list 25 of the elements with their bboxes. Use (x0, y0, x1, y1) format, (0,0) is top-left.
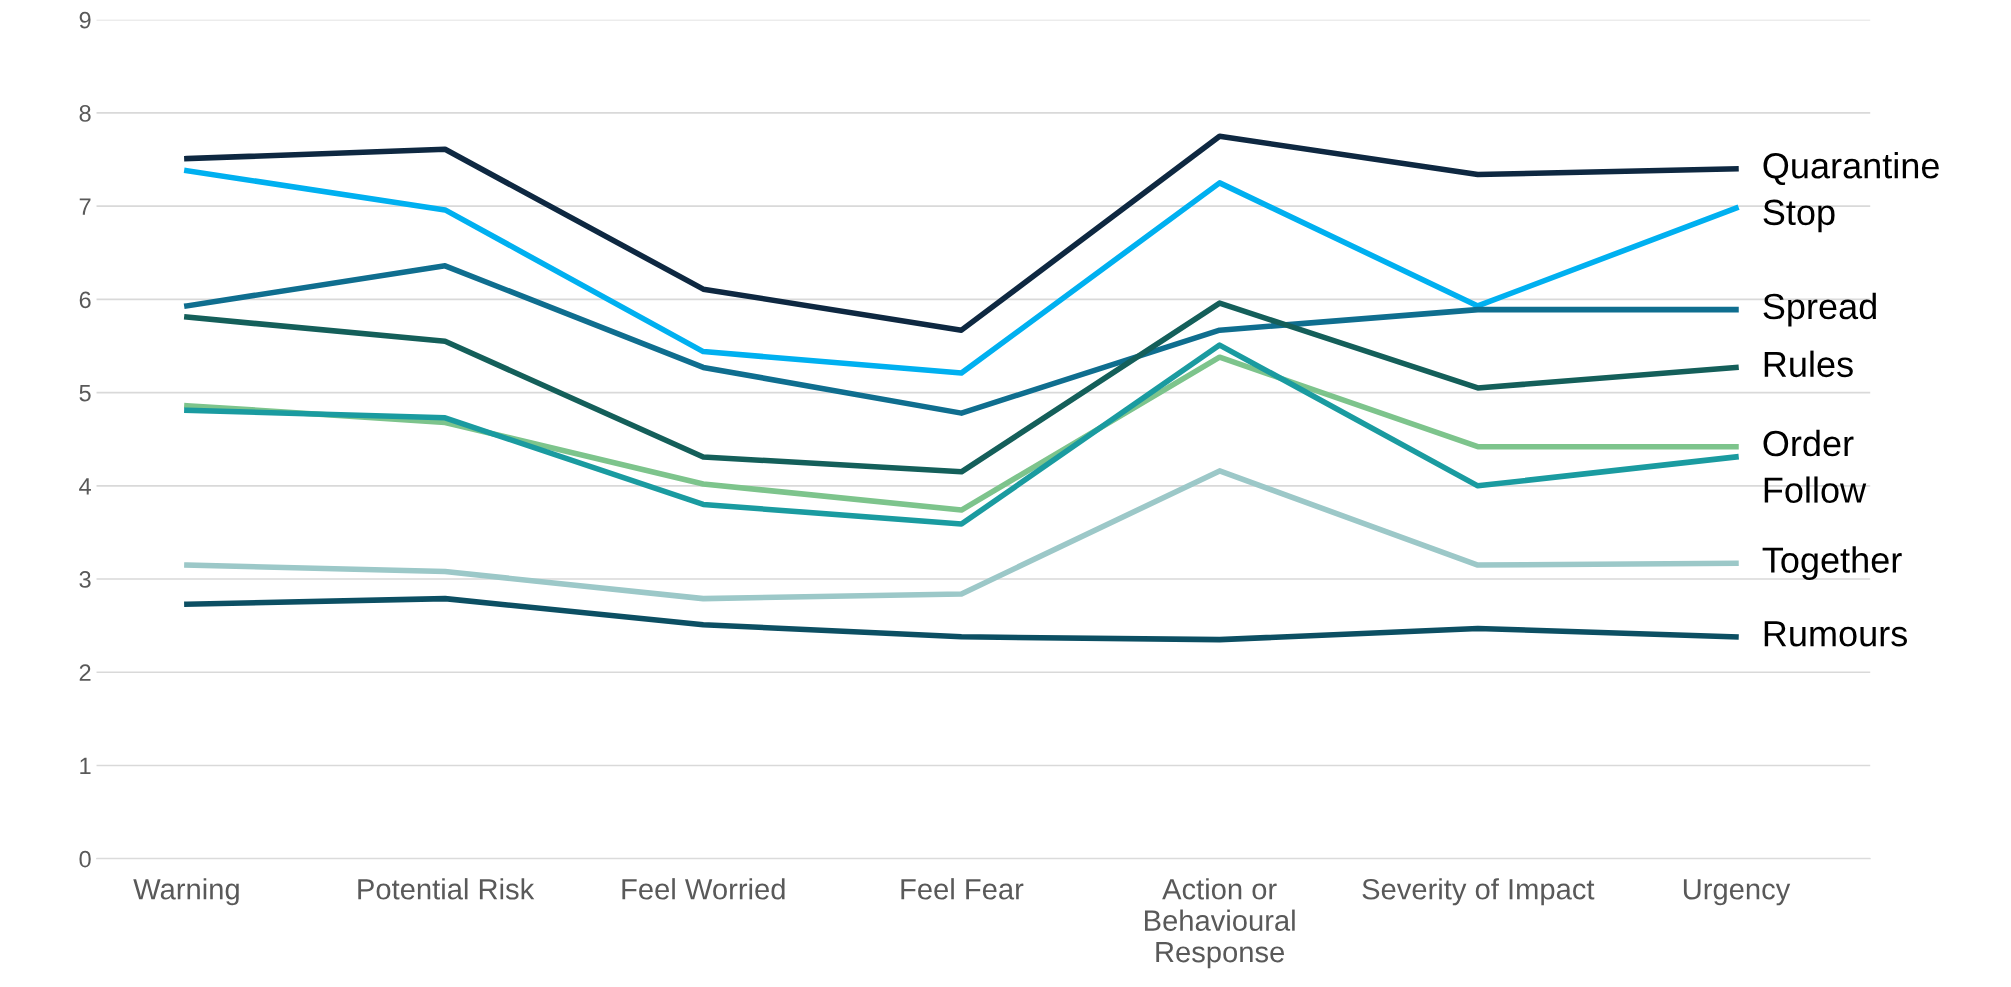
y-tick-label: 3 (79, 571, 91, 588)
x-tick-label: Potential Risk (358, 878, 535, 900)
series-label: Rules (1764, 350, 1853, 378)
x-tick-label: Urgency (1683, 879, 1791, 906)
y-tick-label: 8 (79, 105, 91, 122)
x-tick-label: Feel Fear (901, 878, 1024, 900)
y-tick-label: 0 (79, 850, 91, 868)
series-label: Spread (1763, 292, 1876, 327)
series-label: Order (1763, 429, 1854, 457)
y-tick-label: 1 (80, 757, 91, 775)
series-label: Follow (1764, 476, 1867, 503)
y-tick-label: 6 (79, 291, 91, 309)
series-label: Quarantine (1763, 152, 1939, 186)
x-tick-label: Feel Worried (622, 878, 785, 900)
series-label: Stop (1763, 199, 1835, 233)
x-tick-label: Warning (133, 878, 239, 906)
y-tick-label: 7 (79, 198, 91, 215)
y-tick-label: 5 (79, 384, 91, 402)
x-tick-label: Severity of Impact (1362, 878, 1595, 906)
series-label: Together (1762, 546, 1902, 581)
series-label: Rumours (1764, 621, 1907, 647)
y-tick-label: 4 (79, 478, 91, 495)
y-tick-label: 9 (79, 11, 91, 29)
y-tick-label: 2 (79, 664, 91, 681)
x-tick-label: Action or Behavioural Response (1144, 878, 1295, 969)
